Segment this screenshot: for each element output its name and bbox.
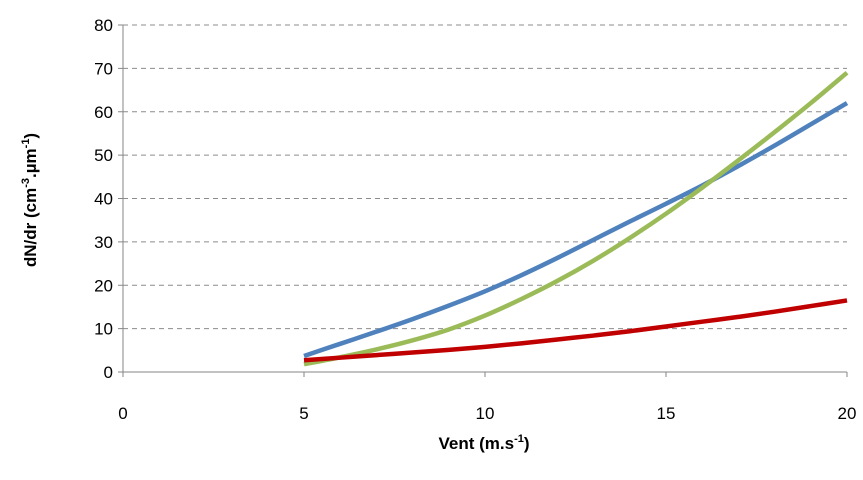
y-tick-label-50: 50	[94, 146, 113, 165]
y-tick-label-60: 60	[94, 103, 113, 122]
x-axis-title: Vent (m.s-1)	[438, 433, 529, 453]
axes	[118, 24, 848, 377]
y-tick-label-0: 0	[104, 363, 113, 382]
x-axis-title-superscript: -1	[514, 433, 524, 445]
y-axis-title-end: )	[21, 133, 40, 139]
y-axis-title-superscript-2: -1	[20, 139, 32, 149]
series-line-3	[303, 298, 848, 363]
x-axis-title-end: )	[524, 434, 530, 453]
y-tick-label-70: 70	[94, 59, 113, 78]
y-tick-label-80: 80	[94, 16, 113, 35]
series-line-1	[303, 101, 849, 359]
y-tick-label-40: 40	[94, 190, 113, 209]
y-tick-labels: 0 10 20 30 40 50 60 70 80	[94, 16, 113, 382]
x-tick-label-0: 0	[118, 404, 127, 423]
x-tick-label-20: 20	[838, 404, 857, 423]
series-lines	[303, 70, 849, 367]
y-tick-label-10: 10	[94, 320, 113, 339]
y-tick-label-20: 20	[94, 276, 113, 295]
grid-lines	[123, 24, 847, 330]
series-line-2	[303, 70, 849, 367]
x-axis-title-main: Vent (m.s	[438, 434, 514, 453]
y-axis-title-main: dN/dr (cm	[21, 188, 40, 267]
y-tick-label-30: 30	[94, 233, 113, 252]
x-tick-label-5: 5	[299, 404, 308, 423]
y-axis-title-superscript-1: -3	[20, 178, 32, 188]
x-tick-label-15: 15	[657, 404, 676, 423]
x-tick-label-10: 10	[476, 404, 495, 423]
y-axis-title: dN/dr (cm-3.µm-1)	[20, 133, 40, 267]
x-tick-labels: 0 5 10 15 20	[118, 404, 856, 423]
y-axis-title-mid: .µm	[21, 148, 40, 178]
